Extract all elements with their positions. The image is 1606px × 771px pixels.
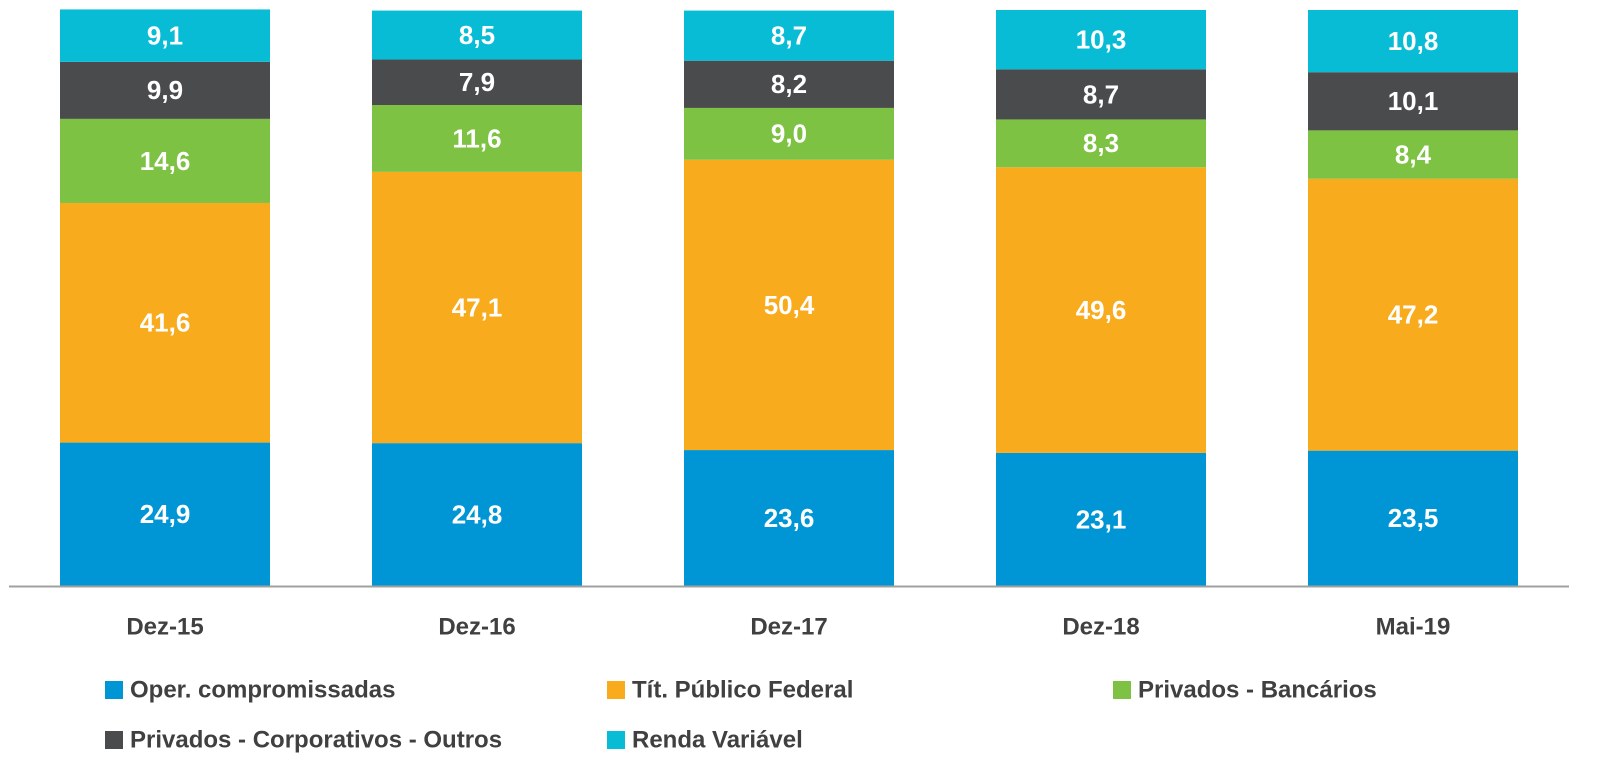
bar-segment xyxy=(60,61,270,119)
legend-label: Tít. Público Federal xyxy=(632,676,853,703)
bar-segment xyxy=(372,171,582,444)
legend-label: Privados - Corporativos - Outros xyxy=(130,726,502,753)
bar-segment xyxy=(372,59,582,106)
x-tick-label: Dez-16 xyxy=(438,613,515,640)
value-label: 41,6 xyxy=(140,308,191,338)
legend-label: Privados - Bancários xyxy=(1138,676,1377,703)
x-tick-label: Dez-17 xyxy=(750,613,827,640)
value-label: 9,0 xyxy=(771,119,807,149)
value-label: 47,1 xyxy=(452,292,503,322)
value-label: 23,5 xyxy=(1388,503,1439,533)
bar-segment xyxy=(1308,130,1518,179)
bar-segment xyxy=(996,10,1206,70)
value-label: 8,3 xyxy=(1083,128,1119,158)
value-label: 7,9 xyxy=(459,67,495,97)
value-label: 23,6 xyxy=(764,503,815,533)
value-label: 23,1 xyxy=(1076,504,1127,534)
value-label: 8,7 xyxy=(1083,79,1119,109)
value-label: 10,1 xyxy=(1388,86,1439,116)
bar-segment xyxy=(996,69,1206,120)
value-label: 10,8 xyxy=(1388,26,1439,56)
bar-segment xyxy=(60,9,270,62)
bar-segment xyxy=(372,10,582,60)
legend-swatch xyxy=(105,681,123,699)
bar-segment xyxy=(60,442,270,586)
legend-swatch xyxy=(1113,681,1131,699)
value-label: 10,3 xyxy=(1076,25,1127,55)
bar-segment xyxy=(60,118,270,203)
value-label: 9,9 xyxy=(147,75,183,105)
value-label: 24,9 xyxy=(140,499,191,529)
x-tick-label: Dez-18 xyxy=(1062,613,1139,640)
bar-segment xyxy=(1308,178,1518,451)
legend-label: Renda Variável xyxy=(632,726,803,753)
bar-segment xyxy=(1308,450,1518,586)
bar-segment xyxy=(60,202,270,443)
bar-segment xyxy=(1308,72,1518,131)
value-label: 8,7 xyxy=(771,21,807,51)
bar-segment xyxy=(684,159,894,451)
value-label: 50,4 xyxy=(764,290,815,320)
legend-swatch xyxy=(105,731,123,749)
value-label: 47,2 xyxy=(1388,300,1439,330)
bar-segment xyxy=(684,107,894,160)
value-label: 49,6 xyxy=(1076,295,1127,325)
bar-segment xyxy=(684,450,894,586)
value-label: 9,1 xyxy=(147,21,183,51)
value-label: 8,4 xyxy=(1395,139,1432,169)
legend-swatch xyxy=(607,681,625,699)
bar-segment xyxy=(372,443,582,586)
value-label: 14,6 xyxy=(140,146,191,176)
x-tick-label: Dez-15 xyxy=(126,613,203,640)
legend-swatch xyxy=(607,731,625,749)
x-tick-label: Mai-19 xyxy=(1376,613,1451,640)
value-label: 11,6 xyxy=(452,123,501,153)
bar-segment xyxy=(684,60,894,108)
bar-segment xyxy=(684,10,894,61)
bar-segment xyxy=(372,105,582,172)
value-label: 24,8 xyxy=(452,499,503,529)
bar-segment xyxy=(996,119,1206,168)
value-label: 8,5 xyxy=(459,20,495,50)
bar-segment xyxy=(996,452,1206,586)
value-label: 8,2 xyxy=(771,69,807,99)
bar-segment xyxy=(996,167,1206,453)
legend-label: Oper. compromissadas xyxy=(130,676,395,703)
bar-segment xyxy=(1308,10,1518,73)
